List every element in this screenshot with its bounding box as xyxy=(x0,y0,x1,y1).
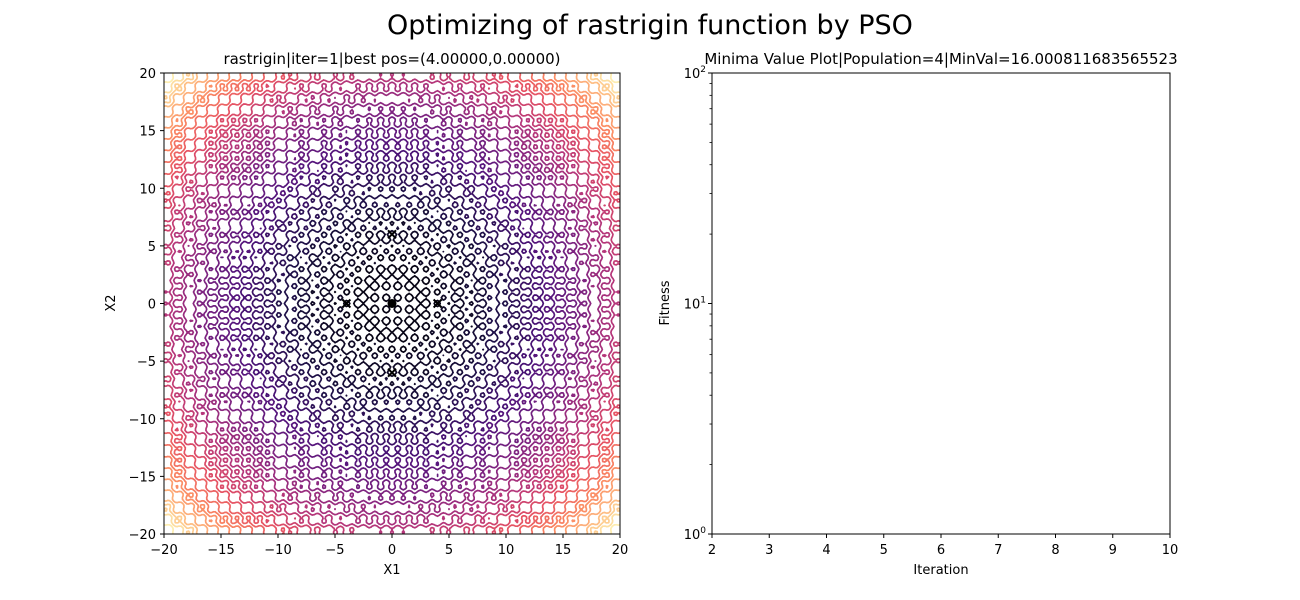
x-tick-label: 10 xyxy=(498,543,515,558)
contour-line xyxy=(164,73,620,534)
y-tick-label: 20 xyxy=(139,67,156,82)
contour-title: rastrigin|iter=1|best pos=(4.00000,0.000… xyxy=(223,50,560,68)
contour-line xyxy=(182,91,602,516)
y-tick-label: 0 xyxy=(148,298,156,313)
contour-line xyxy=(251,161,533,446)
particle-marker xyxy=(387,229,397,240)
contour-line xyxy=(164,73,620,534)
y-tick-label: −10 xyxy=(129,413,156,428)
contour-line xyxy=(310,220,474,387)
x-tick-label: 6 xyxy=(937,543,945,558)
contour-line xyxy=(164,73,620,534)
contour-line xyxy=(164,73,620,534)
contour-line xyxy=(172,81,612,526)
contour-line xyxy=(164,73,620,534)
particle-marker xyxy=(432,298,443,309)
global-optimum-marker xyxy=(387,299,397,308)
contour-line xyxy=(164,73,620,534)
x-tick-label: 15 xyxy=(555,543,572,558)
x-tick-label: −10 xyxy=(264,543,291,558)
fitness-x-ticks: 2 3 4 5 6 7 8 9 10 xyxy=(708,534,1178,558)
contour-line xyxy=(164,73,620,534)
fitness-y-axis-label: Fitness xyxy=(658,280,673,325)
x-tick-label: 4 xyxy=(822,543,830,558)
y-tick-label: 102 xyxy=(684,65,706,82)
x-tick-label: −20 xyxy=(150,543,177,558)
contour-line xyxy=(206,116,578,491)
contour-y-ticks: −20 −15 −10 −5 0 5 10 15 20 xyxy=(129,67,164,543)
contour-line xyxy=(196,105,588,502)
figure-title: Optimizing of rastrigin function by PSO xyxy=(387,10,913,41)
contour-line xyxy=(239,149,545,458)
contour-x-ticks: −20 −15 −10 −5 0 5 10 15 20 xyxy=(150,534,628,558)
contour-line xyxy=(217,127,567,480)
y-tick-label: 5 xyxy=(148,240,156,255)
y-tick-label: −15 xyxy=(129,470,156,485)
x-tick-label: 5 xyxy=(445,543,453,558)
contour-x-axis-label: X1 xyxy=(383,563,400,578)
particle-marker xyxy=(341,298,352,309)
contour-line xyxy=(263,173,521,434)
fitness-panel: Minima Value Plot|Population=4|MinVal=16… xyxy=(658,50,1178,578)
x-tick-label: 5 xyxy=(880,543,888,558)
contour-line xyxy=(164,73,620,534)
contour-line xyxy=(164,73,620,534)
x-tick-label: 9 xyxy=(1109,543,1117,558)
contour-line xyxy=(164,73,620,534)
contour-line xyxy=(228,138,556,469)
contour-panel: rastrigin|iter=1|best pos=(4.00000,0.000… xyxy=(104,50,628,578)
contour-line xyxy=(164,73,620,534)
particle-markers xyxy=(341,229,443,378)
x-tick-label: 2 xyxy=(708,543,716,558)
fitness-title: Minima Value Plot|Population=4|MinVal=16… xyxy=(704,50,1177,68)
contour-lines xyxy=(164,73,620,534)
x-tick-label: 0 xyxy=(388,543,396,558)
contour-line xyxy=(333,244,451,363)
fitness-y-ticks: 100 101 102 xyxy=(684,65,712,543)
contour-line xyxy=(164,73,620,534)
y-tick-label: 15 xyxy=(139,125,156,140)
x-tick-label: 20 xyxy=(612,543,629,558)
particle-marker xyxy=(387,367,397,378)
contour-line xyxy=(296,207,488,400)
y-tick-label: 101 xyxy=(684,296,706,313)
y-tick-label: 10 xyxy=(139,182,156,197)
x-tick-label: −15 xyxy=(207,543,234,558)
y-tick-label: −5 xyxy=(137,355,156,370)
contour-line xyxy=(192,101,592,506)
y-tick-label: 100 xyxy=(684,526,707,543)
x-tick-label: −5 xyxy=(325,543,344,558)
contour-line xyxy=(164,73,620,534)
contour-line xyxy=(164,73,620,534)
contour-line xyxy=(164,73,620,534)
fitness-x-axis-label: Iteration xyxy=(913,563,968,578)
x-tick-label: 3 xyxy=(765,543,773,558)
y-tick-label: −20 xyxy=(129,528,156,543)
x-tick-label: 8 xyxy=(1051,543,1059,558)
x-tick-label: 10 xyxy=(1162,543,1179,558)
contour-y-axis-label: X2 xyxy=(104,294,119,311)
contour-line xyxy=(275,185,509,422)
x-tick-label: 7 xyxy=(994,543,1002,558)
